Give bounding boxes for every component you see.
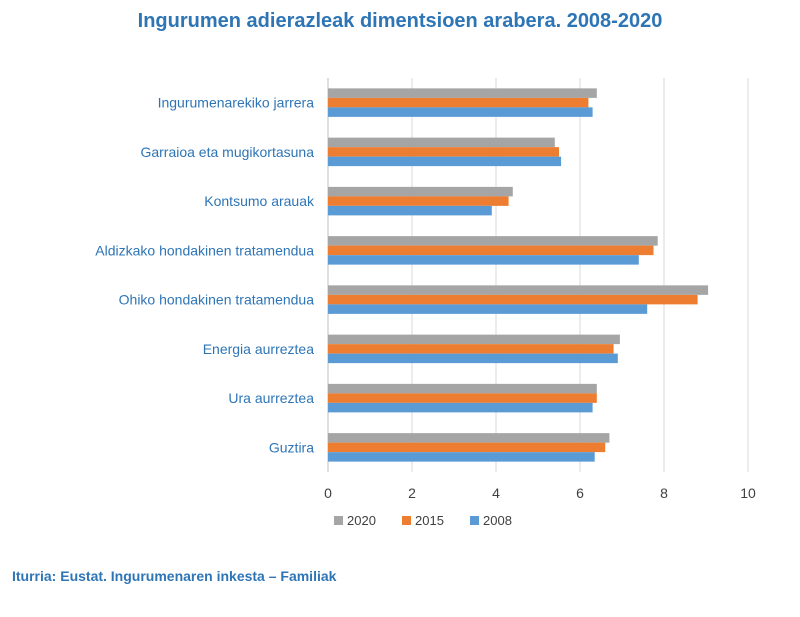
legend-label-2008: 2008 [483,513,512,528]
x-tick-label: 0 [324,485,332,501]
bar-2020 [328,285,709,295]
bar-2015 [328,294,698,305]
category-label: Ohiko hondakinen tratamendua [119,292,315,308]
bar-2008 [328,255,639,265]
bar-2015 [328,442,606,453]
bars [328,88,709,462]
bar-2008 [328,107,593,117]
bar-2020 [328,383,597,394]
category-label: Garraioa eta mugikortasuna [140,144,314,160]
bar-2020 [328,236,658,246]
bar-2020 [328,433,610,443]
x-tick-label: 4 [492,485,500,501]
legend-label-2020: 2020 [347,513,376,528]
x-tick-labels: 0 2 4 6 8 10 [324,485,756,501]
bar-2008 [328,452,595,462]
legend-label-2015: 2015 [415,513,444,528]
bar-2015 [328,344,614,354]
bar-2015 [328,393,597,403]
category-label: Kontsumo arauak [204,193,315,209]
category-label: Ingurumenarekiko jarrera [158,95,315,111]
bar-2020 [328,334,620,345]
gridlines [327,78,749,472]
x-tick-label: 2 [408,485,416,501]
category-label: Guztira [269,439,314,455]
legend-swatch-2008 [470,516,479,525]
bar-2015 [328,245,654,256]
category-label: Energia aurreztea [203,341,315,357]
x-tick-label: 8 [660,485,668,501]
bar-2008 [328,402,593,413]
category-label: Aldizkako hondakinen tratamendua [95,242,314,258]
legend-swatch-2020 [334,516,343,525]
bar-2008 [328,353,618,364]
legend-swatch-2015 [402,516,411,525]
bar-2008 [328,304,648,314]
bar-2020 [328,88,597,98]
bar-2008 [328,205,492,216]
bar-2015 [328,196,509,206]
bar-2015 [328,97,589,108]
chart-title: Ingurumen adierazleak dimentsioen araber… [137,10,663,32]
source-note: Iturria: Eustat. Ingurumenaren inkesta –… [12,568,337,584]
x-tick-label: 10 [740,485,756,501]
bar-2008 [328,156,562,167]
bar-2015 [328,147,559,157]
category-label: Ura aurreztea [228,390,314,406]
category-labels: Ingurumenarekiko jarrera Garraioa eta mug… [95,95,315,456]
legend: 2020 2015 2008 [334,513,512,528]
bar-2020 [328,137,555,148]
x-tick-label: 6 [576,485,584,501]
bar-2020 [328,186,513,197]
